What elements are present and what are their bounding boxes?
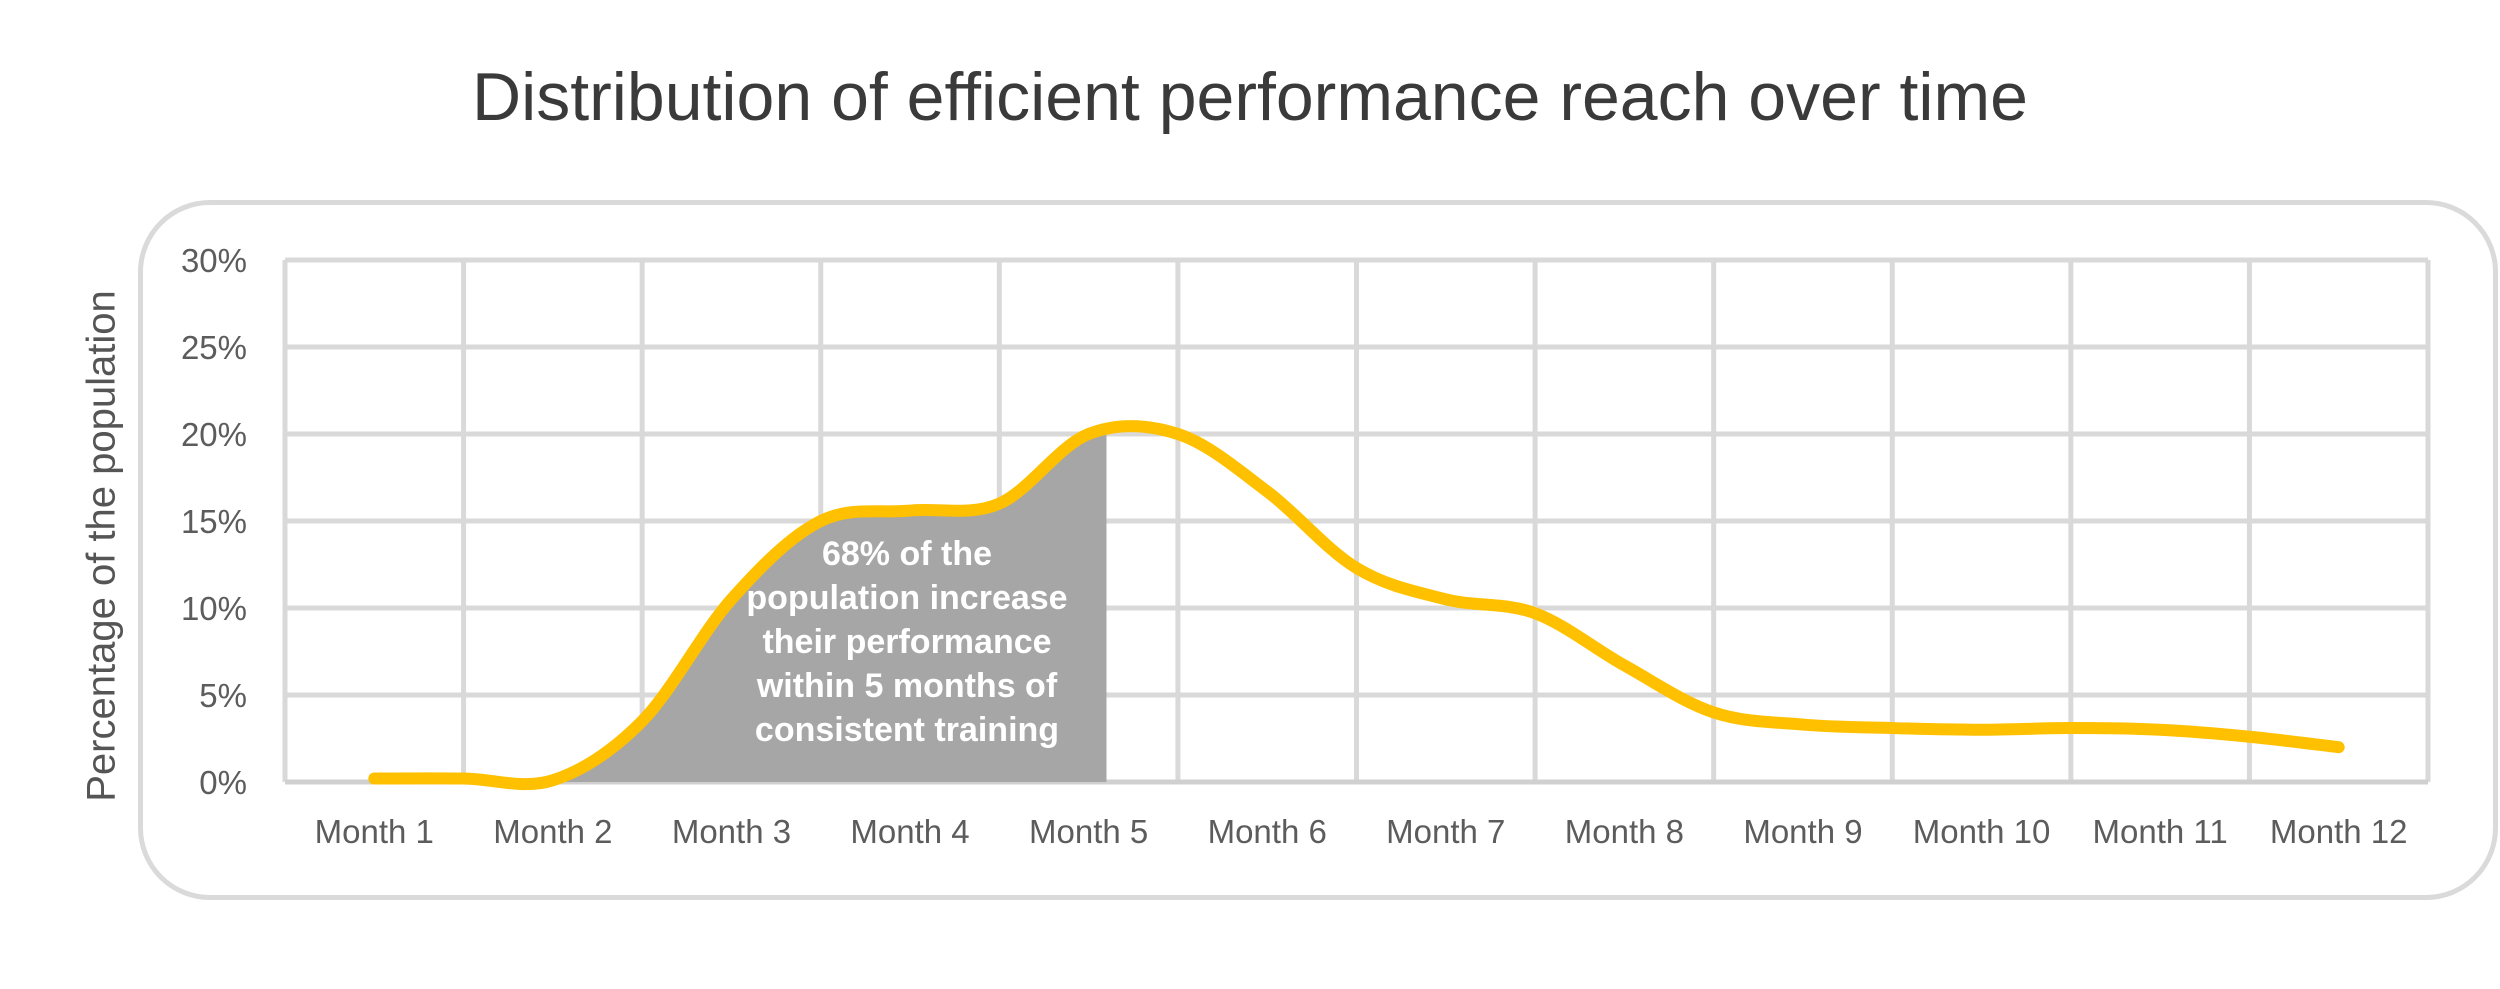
y-tick-label: 5% (199, 677, 247, 714)
series-layer (368, 420, 2345, 791)
chart-title: Distribution of efficient performance re… (472, 59, 2028, 135)
x-tick-label: Month 8 (1565, 813, 1684, 850)
y-tick-label: 0% (199, 764, 247, 801)
chart-frame (138, 200, 2498, 900)
highlight-area (552, 434, 1107, 782)
highlight-region (552, 434, 1107, 782)
annotation-line: within 5 months of (756, 667, 1058, 705)
x-tick-label: Month 11 (2093, 813, 2228, 850)
series-line (368, 420, 2345, 791)
x-tick-label: Month 6 (1208, 813, 1327, 850)
x-tick-label: Month 2 (493, 813, 612, 850)
x-tick-label: Month 12 (2270, 813, 2408, 850)
y-tick-label: 20% (181, 416, 247, 453)
highlight-annotation: 68% of the population increase their perfo… (746, 535, 1067, 749)
annotation-line: 68% of the (822, 535, 992, 573)
annotation-line: population increase (746, 579, 1067, 617)
y-tick-label: 30% (181, 242, 247, 279)
x-tick-label: Month 9 (1743, 813, 1862, 850)
y-tick-labels: 0% 5% 10% 15% 20% 25% 30% (181, 242, 247, 801)
x-tick-label: Month 1 (315, 813, 434, 850)
y-tick-label: 25% (181, 329, 247, 366)
annotation-line: consistent training (755, 711, 1059, 749)
annotation-line: their performance (762, 623, 1051, 661)
y-tick-label: 10% (181, 590, 247, 627)
x-tick-label: Month 4 (850, 813, 969, 850)
x-tick-label: Month 5 (1029, 813, 1148, 850)
x-tick-label: Month 10 (1913, 813, 2051, 850)
x-tick-label: Month 7 (1386, 813, 1505, 850)
y-tick-label: 15% (181, 503, 247, 540)
x-tick-labels: Month 1 Month 2 Month 3 Month 4 Month 5 Month… (315, 813, 2408, 850)
x-tick-label: Month 3 (672, 813, 791, 850)
grid-lines (282, 257, 2431, 785)
